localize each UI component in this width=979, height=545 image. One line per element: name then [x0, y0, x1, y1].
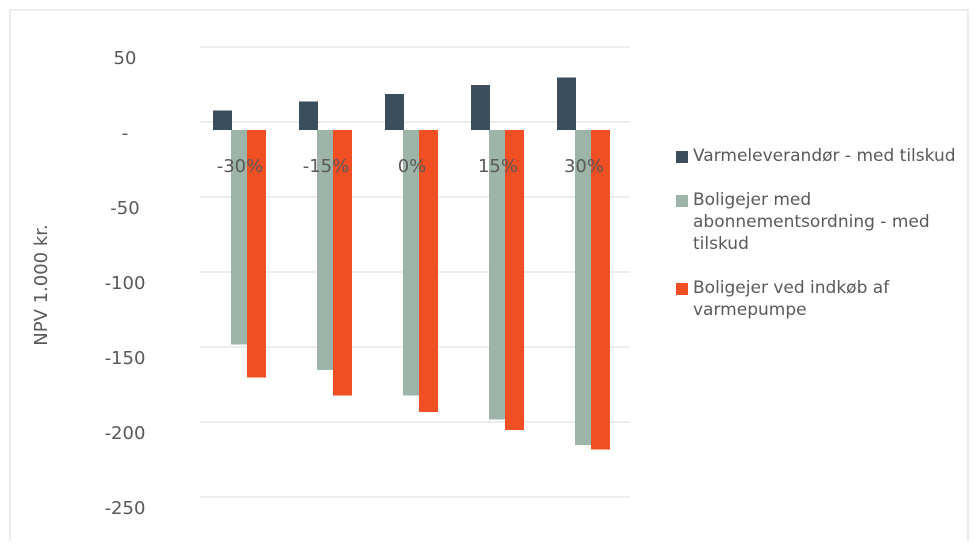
- bar: [247, 130, 266, 378]
- y-tick-label: 50: [114, 48, 137, 69]
- bar: [575, 130, 594, 445]
- x-tick-label: -30%: [217, 156, 264, 177]
- legend-item: Varmeleverandør - med tilskud: [676, 145, 966, 167]
- y-tick-label: -200: [105, 423, 146, 444]
- legend-swatch: [676, 151, 688, 163]
- y-tick-label: -250: [105, 498, 146, 519]
- legend-item: Boligejer med abonnementsordning - med t…: [676, 189, 966, 255]
- y-tick-label: -: [122, 123, 129, 144]
- legend: Varmeleverandør - med tilskud Boligejer m…: [676, 145, 966, 343]
- bar: [299, 101, 318, 130]
- x-tick-label: -15%: [303, 156, 350, 177]
- y-axis-label: NPV 1.000 kr.: [31, 224, 52, 346]
- legend-swatch: [676, 283, 688, 295]
- bar: [333, 130, 352, 396]
- bar: [213, 110, 232, 130]
- bar: [557, 77, 576, 130]
- legend-swatch: [676, 195, 688, 207]
- y-tick-label: -50: [110, 198, 139, 219]
- y-tick-label: -100: [105, 273, 146, 294]
- bar: [385, 94, 404, 130]
- legend-label: Boligejer ved indkøb af varmepumpe: [693, 278, 890, 320]
- x-tick-label: 0%: [398, 156, 427, 177]
- x-tick-label: 15%: [478, 156, 518, 177]
- y-tick-label: -150: [105, 348, 146, 369]
- bar: [489, 130, 508, 420]
- bar: [231, 130, 250, 345]
- chart-border: [9, 9, 969, 545]
- x-tick-label: 30%: [564, 156, 604, 177]
- bar: [471, 85, 490, 130]
- bar: [403, 130, 422, 396]
- bar: [505, 130, 524, 430]
- bar: [419, 130, 438, 412]
- bar: [591, 130, 610, 450]
- bar: [317, 130, 336, 370]
- legend-item: Boligejer ved indkøb af varmepumpe: [676, 277, 966, 321]
- legend-label: Varmeleverandør - med tilskud: [693, 146, 956, 166]
- legend-label: Boligejer med abonnementsordning - med t…: [693, 190, 930, 254]
